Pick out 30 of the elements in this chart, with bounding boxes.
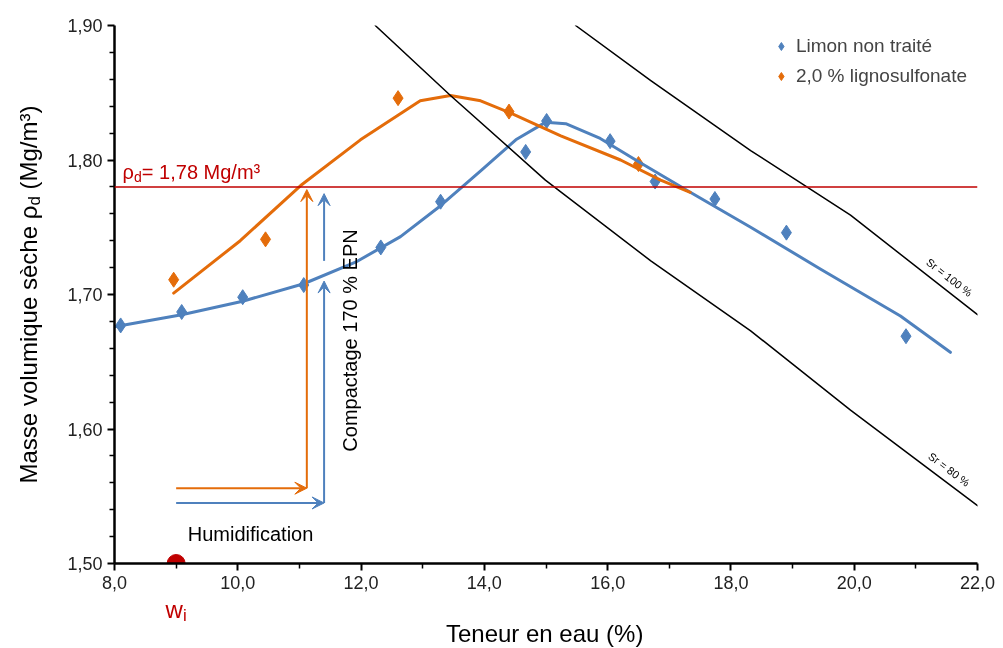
x-tick-label: 10,0	[220, 572, 256, 593]
legend-label: Limon non traité	[795, 35, 933, 57]
text: Sr = 100 %	[924, 255, 975, 300]
point	[168, 271, 180, 288]
line-series	[374, 25, 978, 507]
x-tick-label: 16,0	[590, 572, 626, 593]
y-tick-label: 1,60	[67, 419, 103, 440]
point	[520, 143, 532, 160]
annotation: Humidification	[187, 522, 314, 545]
x-axis-title: Teneur en eau (%)	[445, 620, 644, 647]
x-tick-label: 22,0	[959, 572, 996, 593]
y-tick-label: 1,80	[67, 150, 103, 171]
x-tick-label: 14,0	[466, 572, 502, 593]
point	[900, 328, 912, 345]
y-tick-label: 1,50	[67, 554, 103, 574]
annotation: Compactage 170 % EPN	[338, 229, 361, 452]
line-series	[574, 25, 978, 316]
point	[260, 231, 272, 248]
x-tick-label: 20,0	[836, 572, 872, 593]
y-axis-title: Masse volumique sèche ρd (Mg/m³)	[15, 105, 44, 484]
point	[780, 224, 792, 241]
x-tick-label: 12,0	[343, 572, 379, 593]
point	[709, 191, 721, 208]
y-tick-label: 1,90	[67, 16, 103, 36]
x-tick-label: 18,0	[713, 572, 749, 593]
legend-label: 2,0 % lignosulfonate	[795, 65, 967, 87]
text: Sr = 80 %	[926, 449, 973, 489]
x-tick-label: 8,0	[101, 572, 128, 593]
point	[392, 90, 404, 107]
y-tick-label: 1,70	[67, 285, 103, 305]
